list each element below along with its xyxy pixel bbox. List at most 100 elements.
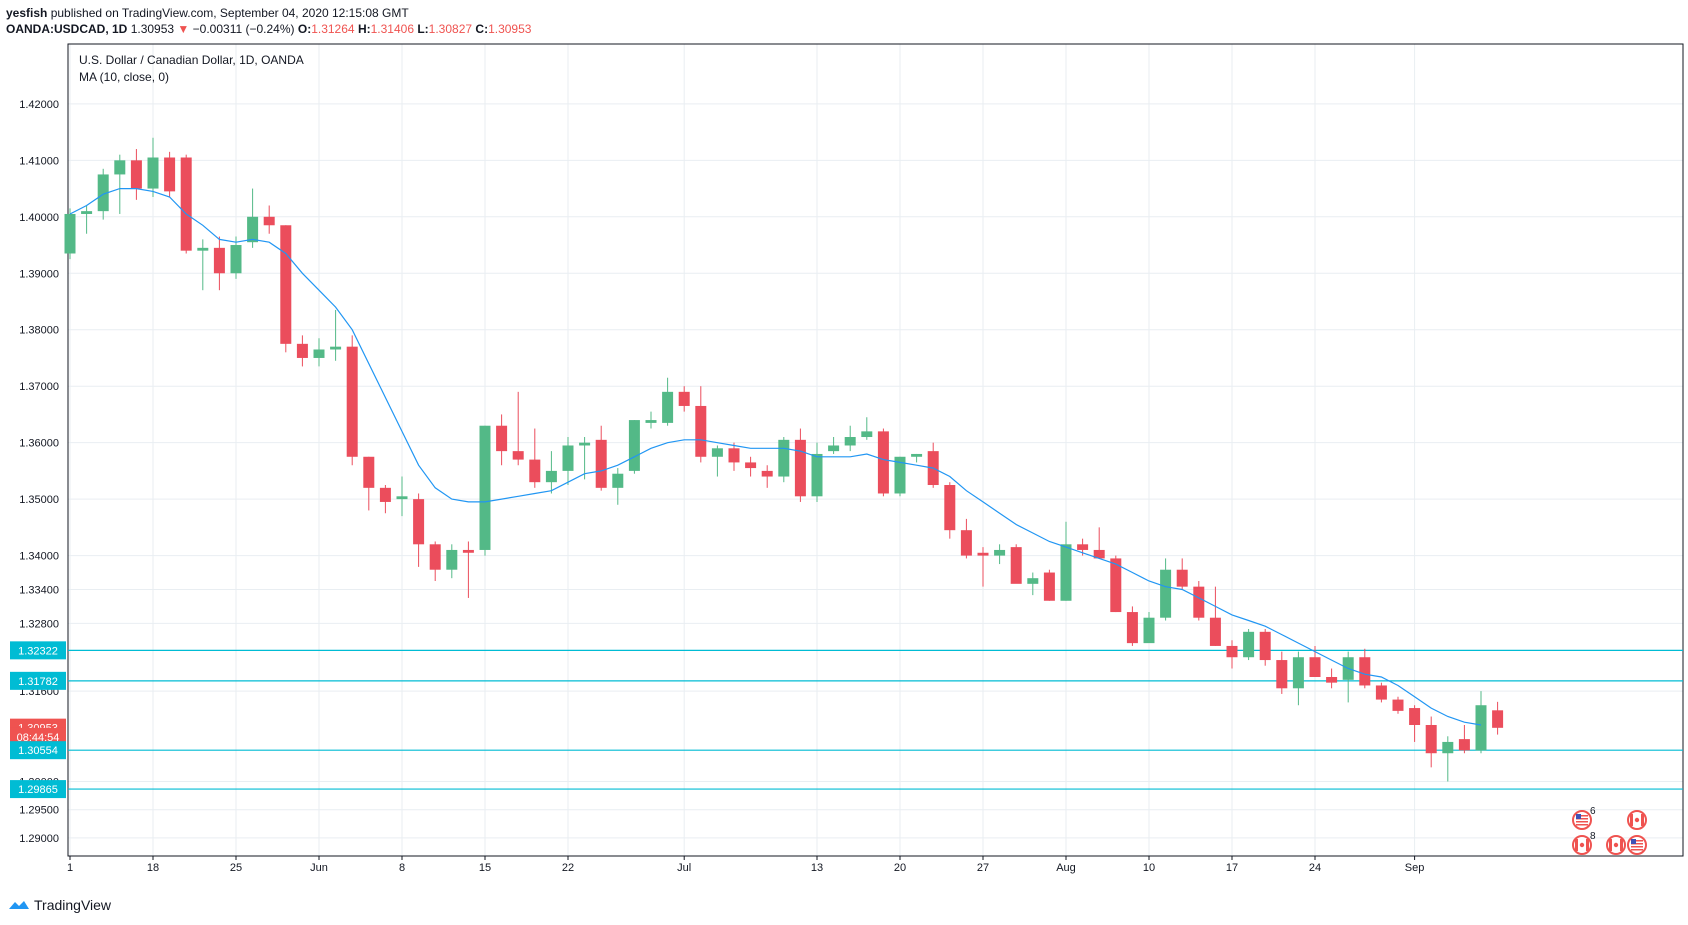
candle-down[interactable] — [1043, 569, 1055, 601]
candle-body — [529, 459, 541, 483]
candle-down[interactable] — [263, 205, 275, 234]
candle-down[interactable] — [213, 236, 225, 291]
candle-up[interactable] — [330, 309, 342, 361]
candle-down[interactable] — [413, 493, 425, 567]
candle-down[interactable] — [1176, 558, 1188, 590]
candle-down[interactable] — [678, 386, 690, 412]
candle-down[interactable] — [496, 414, 508, 466]
candle-down[interactable] — [761, 465, 773, 488]
candle-up[interactable] — [579, 437, 591, 480]
candle-up[interactable] — [1243, 629, 1255, 661]
candle-up[interactable] — [844, 425, 856, 452]
candle-up[interactable] — [1160, 558, 1172, 621]
candle-down[interactable] — [130, 149, 142, 200]
candle-down[interactable] — [944, 482, 956, 539]
candle-up[interactable] — [778, 437, 790, 483]
candle-down[interactable] — [745, 456, 757, 477]
candle-down[interactable] — [379, 485, 391, 514]
candle-up[interactable] — [247, 188, 259, 248]
candle-up[interactable] — [313, 338, 325, 367]
candle-up[interactable] — [828, 437, 840, 454]
candle-down[interactable] — [280, 225, 292, 353]
candle-up[interactable] — [662, 377, 674, 426]
candle-up[interactable] — [612, 468, 624, 505]
candle-up[interactable] — [861, 417, 873, 440]
candle-up[interactable] — [114, 154, 126, 214]
candle-down[interactable] — [1458, 724, 1470, 754]
candle-up[interactable] — [1027, 572, 1039, 596]
candle-down[interactable] — [1492, 701, 1504, 735]
candle-up[interactable] — [1442, 736, 1454, 782]
candle-down[interactable] — [1110, 555, 1122, 613]
candle-down[interactable] — [1259, 629, 1271, 666]
author[interactable]: yesfish — [6, 6, 48, 20]
candle-down[interactable] — [1359, 648, 1371, 689]
candle-down[interactable] — [595, 425, 607, 491]
ca-flag-icon[interactable] — [1606, 835, 1626, 855]
ca-flag-icon[interactable]: 8 — [1572, 831, 1596, 855]
us-flag-icon[interactable]: 6 — [1572, 806, 1596, 830]
candle-up[interactable] — [628, 420, 640, 474]
candle-up[interactable] — [911, 453, 923, 463]
candle-up[interactable] — [994, 544, 1006, 565]
candle-up[interactable] — [230, 236, 242, 279]
candle-down[interactable] — [363, 456, 375, 511]
horizontal-lines[interactable] — [68, 649, 1683, 790]
us-flag-icon[interactable] — [1627, 835, 1647, 855]
candle-down[interactable] — [1126, 606, 1138, 646]
candle-up[interactable] — [645, 411, 657, 429]
ca-flag-icon[interactable] — [1627, 810, 1647, 830]
candle-down[interactable] — [346, 335, 358, 466]
candle-up[interactable] — [396, 476, 408, 517]
candle-up[interactable] — [1292, 651, 1304, 706]
candle-up[interactable] — [1475, 691, 1487, 754]
candle-down[interactable] — [512, 391, 524, 466]
candle-down[interactable] — [1093, 527, 1105, 559]
candle-up[interactable] — [446, 544, 458, 579]
candle-down[interactable] — [1409, 705, 1421, 742]
x-axis[interactable]: 1 18 25 Jun 8 15 22 Jul 13 20 27 Aug 10 17 24 Sep — [67, 856, 1424, 874]
candle-down[interactable] — [695, 386, 707, 463]
x-tick-label: Jun — [310, 862, 328, 874]
candle-up[interactable] — [147, 137, 159, 198]
candle-down[interactable] — [1425, 716, 1437, 768]
candle-up[interactable] — [1060, 521, 1072, 601]
indicator-legend[interactable]: MA (10, close, 0) — [79, 70, 169, 84]
candle-down[interactable] — [728, 442, 740, 471]
candle-down[interactable] — [960, 518, 972, 559]
candle-body — [1043, 572, 1055, 601]
candle-down[interactable] — [296, 335, 308, 367]
candle-up[interactable] — [711, 445, 723, 477]
candle-up[interactable] — [197, 239, 209, 291]
y-tick-label: 1.39000 — [19, 268, 59, 280]
candle-down[interactable] — [1276, 651, 1288, 694]
candle-down[interactable] — [1392, 696, 1404, 714]
candle-down[interactable] — [1226, 640, 1238, 669]
candle-down[interactable] — [1326, 668, 1338, 689]
economic-events[interactable]: 68 — [1572, 806, 1647, 855]
candle-up[interactable] — [545, 451, 557, 494]
candle-up[interactable] — [81, 205, 93, 234]
candle-down[interactable] — [529, 428, 541, 488]
candle-down[interactable] — [1010, 544, 1022, 584]
candle-up[interactable] — [1342, 651, 1354, 703]
candles[interactable] — [64, 137, 1504, 782]
candle-down[interactable] — [1375, 682, 1387, 703]
candle-down[interactable] — [164, 151, 176, 198]
candle-down[interactable] — [429, 541, 441, 582]
candle-down[interactable] — [1193, 581, 1205, 621]
candle-up[interactable] — [562, 437, 574, 486]
candle-down[interactable] — [794, 428, 806, 502]
candle-down[interactable] — [877, 428, 889, 497]
candle-up[interactable] — [811, 442, 823, 502]
candle-up[interactable] — [479, 425, 491, 556]
candle-up[interactable] — [894, 456, 906, 497]
candle-up[interactable] — [64, 208, 76, 260]
candle-down[interactable] — [977, 547, 989, 587]
candle-down[interactable] — [1209, 586, 1221, 646]
candle-down[interactable] — [462, 541, 474, 598]
candle-up[interactable] — [1143, 612, 1155, 644]
candle-down[interactable] — [927, 442, 939, 488]
candle-down[interactable] — [180, 154, 192, 254]
